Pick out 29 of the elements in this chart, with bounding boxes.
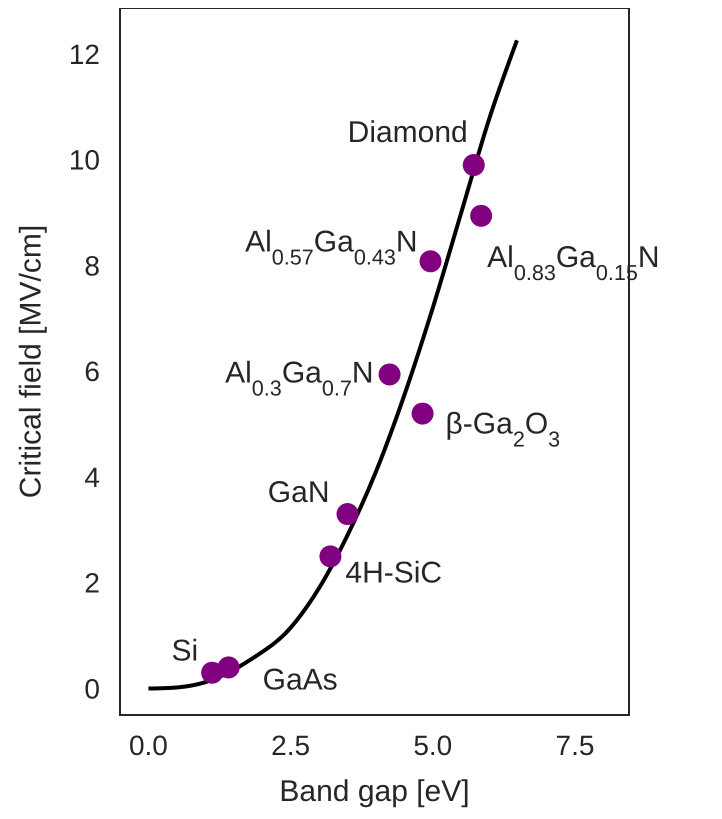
- x-axis-title: Band gap [eV]: [279, 775, 470, 808]
- x-tick-label: 2.5: [271, 730, 310, 761]
- y-tick-label: 4: [84, 462, 100, 493]
- annotation: β-Ga$_{2}$O$_{3}$: [446, 408, 560, 452]
- y-tick-label: 2: [84, 568, 100, 599]
- annotation: Diamond: [348, 116, 468, 150]
- y-tick-label: 10: [68, 144, 100, 176]
- annotation: GaN: [268, 476, 330, 510]
- point: [319, 545, 342, 568]
- annotation: Al$_{0.3}$Ga$_{0.7}$N: [225, 356, 374, 400]
- point: [412, 402, 434, 425]
- x-tick-label: 0.0: [128, 730, 168, 761]
- point: [420, 250, 442, 272]
- annotation: Si: [171, 634, 198, 668]
- y-tick-label: 6: [84, 356, 100, 388]
- annotation: Al$_{0.57}$Ga$_{0.43}$N: [245, 225, 418, 269]
- point: [218, 656, 240, 678]
- x-tick-label: 7.5: [556, 730, 594, 761]
- y-axis-title: Critical field [MV/cm]: [14, 224, 48, 498]
- point: [462, 154, 485, 176]
- point: [336, 503, 358, 526]
- y-tick-label: 12: [68, 38, 100, 70]
- y-tick-label: 0: [84, 674, 100, 704]
- y-tick-label: 8: [84, 250, 100, 282]
- point: [378, 363, 401, 386]
- x-tick-label: 5.0: [413, 730, 452, 761]
- point: [470, 204, 492, 227]
- annotation: 4H-SiC: [345, 556, 442, 590]
- annotation: GaAs: [262, 663, 338, 696]
